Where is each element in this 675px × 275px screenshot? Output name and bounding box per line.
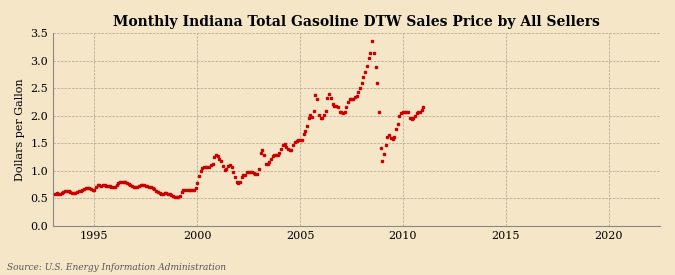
Text: Source: U.S. Energy Information Administration: Source: U.S. Energy Information Administ…	[7, 263, 225, 272]
Title: Monthly Indiana Total Gasoline DTW Sales Price by All Sellers: Monthly Indiana Total Gasoline DTW Sales…	[113, 15, 600, 29]
Y-axis label: Dollars per Gallon: Dollars per Gallon	[15, 78, 25, 181]
